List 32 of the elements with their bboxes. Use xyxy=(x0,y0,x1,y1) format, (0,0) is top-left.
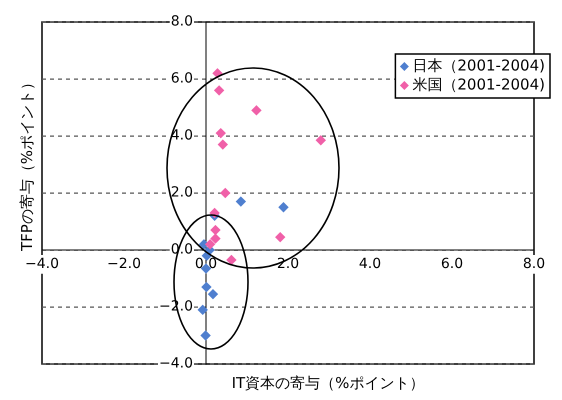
y-tick-label: 4.0 xyxy=(170,128,193,144)
point xyxy=(220,188,230,198)
x-tick-label: 2.0 xyxy=(276,256,300,272)
point xyxy=(210,234,220,244)
point xyxy=(214,85,224,96)
y-axis-title: TFPの寄与（%ポイント） xyxy=(18,74,36,252)
point xyxy=(218,140,228,150)
x-tick-label: 6.0 xyxy=(440,256,464,272)
point xyxy=(278,202,288,212)
point xyxy=(216,128,226,138)
point xyxy=(251,105,262,116)
point xyxy=(210,225,220,236)
x-tick-label: 8.0 xyxy=(522,256,546,272)
legend-label: 日本（2001-2004) xyxy=(412,56,546,74)
point xyxy=(236,196,246,207)
legend-label: 米国（2001-2004) xyxy=(412,75,546,94)
y-tick-label: 8.0 xyxy=(170,14,193,30)
point xyxy=(200,330,211,340)
x-tick-label: −4.0 xyxy=(25,256,59,272)
point xyxy=(275,232,286,242)
x-axis-title: IT資本の寄与（%ポイント） xyxy=(232,374,424,392)
x-tick-label: −2.0 xyxy=(107,256,141,272)
y-tick-label: 2.0 xyxy=(170,184,193,201)
y-tick-label: 6.0 xyxy=(170,70,193,87)
point xyxy=(316,135,326,146)
x-tick-label: 4.0 xyxy=(358,256,382,272)
point xyxy=(205,239,216,250)
y-tick-label: −4.0 xyxy=(159,356,193,372)
point xyxy=(208,289,218,300)
point xyxy=(201,282,212,292)
point xyxy=(198,304,208,315)
point xyxy=(226,254,236,265)
